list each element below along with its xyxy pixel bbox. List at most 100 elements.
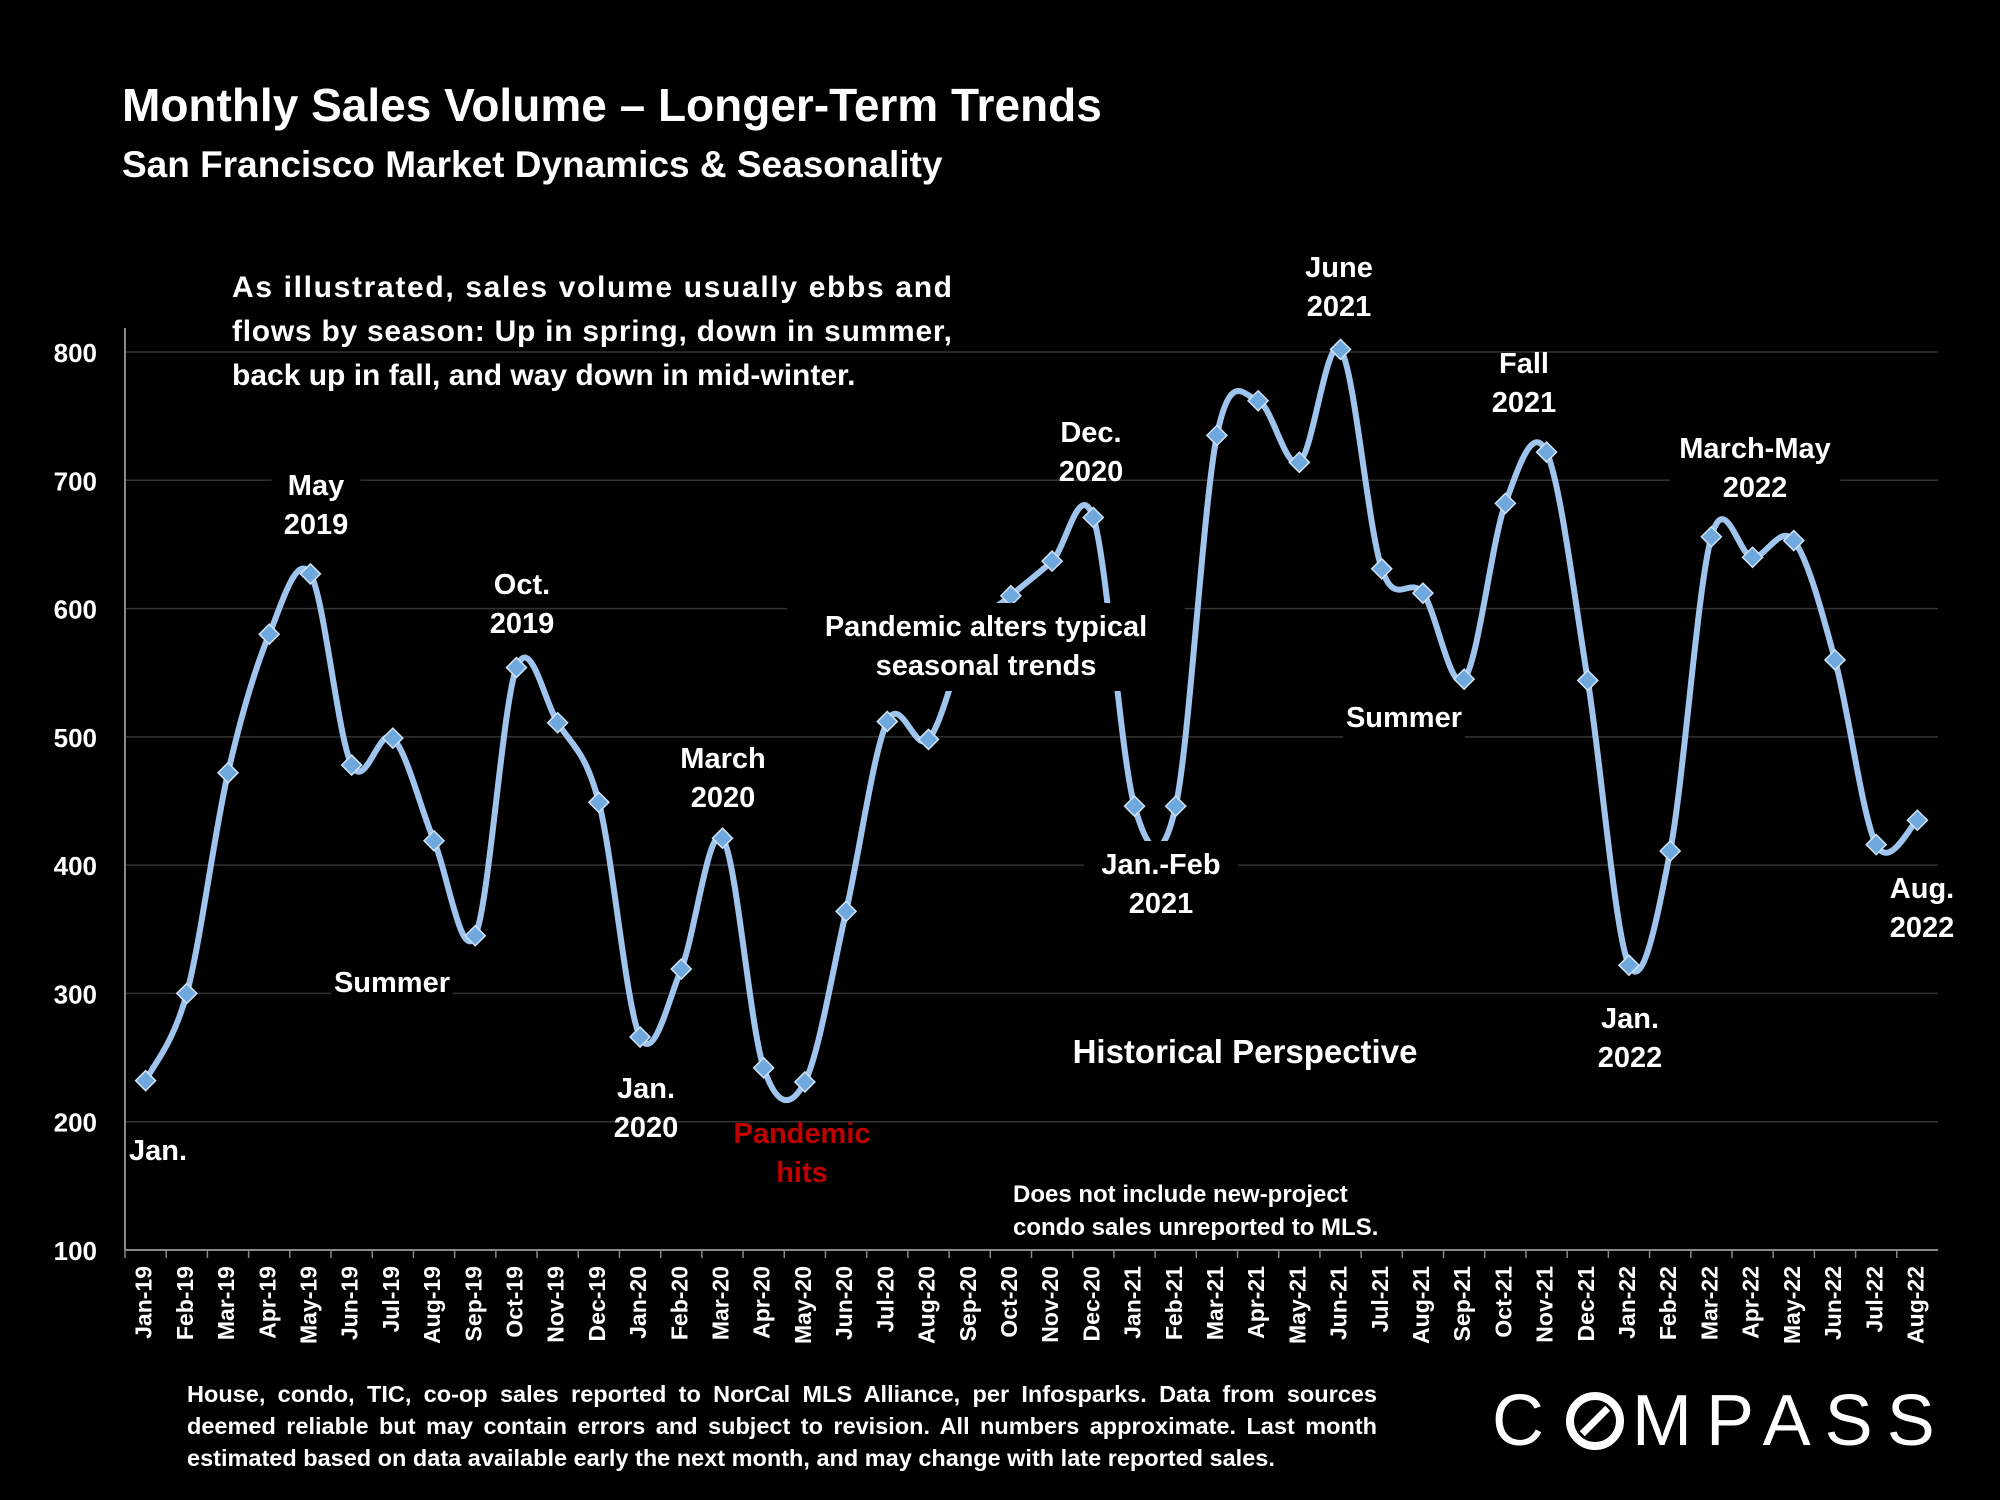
- x-tick-label: Jun-20: [831, 1266, 857, 1340]
- annotation-line: 2021: [1129, 888, 1194, 920]
- annotation-fall-2021: Fall 2021: [1492, 348, 1557, 419]
- x-tick-label: Dec-20: [1078, 1266, 1104, 1341]
- x-tick-label: Apr-19: [254, 1266, 280, 1339]
- annotation-line: Fall: [1499, 348, 1549, 380]
- data-point: [711, 827, 734, 850]
- annotation-jan-2022: Jan. 2022: [1598, 1003, 1663, 1074]
- annotation-background: [787, 603, 1185, 691]
- data-point: [1906, 809, 1929, 832]
- annotation-line: 2020: [691, 782, 756, 814]
- x-tick-label: Apr-21: [1243, 1266, 1269, 1339]
- data-point: [1700, 525, 1723, 548]
- x-tick-label: Jul-20: [872, 1266, 898, 1332]
- annotation-jan-2019: Jan.: [129, 1135, 187, 1167]
- annotation-line: 2019: [490, 608, 555, 640]
- annotation-background: [1343, 694, 1465, 743]
- x-tick-label: Feb-20: [666, 1266, 692, 1340]
- data-point: [175, 982, 198, 1005]
- y-tick-label: 500: [54, 723, 97, 753]
- annotation-line: Jan.-Feb: [1101, 849, 1220, 881]
- x-tick-label: Sep-21: [1449, 1266, 1475, 1342]
- annotation-line: Pandemic: [734, 1118, 871, 1150]
- x-tick-label: Dec-19: [584, 1266, 610, 1341]
- x-tick-label: Sep-20: [955, 1266, 981, 1341]
- data-point: [340, 754, 363, 777]
- chart-title: Monthly Sales Volume – Longer-Term Trend…: [122, 79, 1102, 131]
- y-tick-label: 200: [54, 1108, 97, 1138]
- x-tick-label: Jan-19: [131, 1266, 157, 1339]
- x-tick-label: May-19: [295, 1266, 321, 1344]
- x-tick-label: Feb-21: [1161, 1266, 1187, 1340]
- x-tick-label: Jan-20: [625, 1266, 651, 1339]
- x-tick-label: Aug-22: [1902, 1266, 1928, 1344]
- series-line: [142, 344, 1920, 1103]
- x-tick-label: Aug-21: [1408, 1266, 1434, 1344]
- annotation-line: Aug.: [1890, 873, 1954, 905]
- annotation-line: Pandemic alters typical: [825, 611, 1147, 643]
- data-point: [1741, 546, 1764, 569]
- annotation-jan-feb-2021: Jan.-Feb 2021: [1084, 841, 1238, 929]
- x-tick-label: Jun-19: [337, 1266, 363, 1340]
- data-point: [1576, 669, 1599, 692]
- source-footnote: House, condo, TIC, co-op sales reported …: [187, 1381, 1377, 1471]
- data-point: [835, 900, 858, 923]
- data-point: [1659, 839, 1682, 863]
- data-point: [1164, 795, 1187, 818]
- y-tick-label: 600: [54, 595, 97, 625]
- y-tick-label: 300: [54, 979, 97, 1009]
- data-point: [1205, 424, 1228, 447]
- annotation-june-2021: June 2021: [1305, 252, 1373, 323]
- annotation-line: seasonal trends: [876, 650, 1097, 682]
- data-point: [1535, 441, 1558, 464]
- annotation-seasonality-note: As illustrated, sales volume usually ebb…: [232, 271, 952, 392]
- data-point: [1823, 648, 1847, 671]
- annotation-line: June: [1305, 252, 1373, 284]
- annotation-line: 2019: [284, 509, 349, 541]
- annotation-background: [271, 462, 361, 550]
- annotation-line: 2020: [1059, 456, 1124, 488]
- y-tick-label: 400: [54, 851, 97, 881]
- annotation-line: Does not include new-project: [1013, 1181, 1348, 1208]
- x-tick-label: Sep-19: [460, 1266, 486, 1341]
- x-tick-label: Nov-20: [1037, 1266, 1063, 1343]
- data-point: [587, 791, 610, 814]
- y-tick-label: 800: [54, 338, 97, 368]
- data-point: [793, 1070, 816, 1094]
- annotation-pandemic-alters: Pandemic alters typical seasonal trends: [787, 603, 1185, 691]
- annotation-historical-perspective: Historical Perspective: [1073, 1033, 1418, 1070]
- annotation-summer-2019: Summer: [331, 959, 453, 1008]
- x-tick-label: Jul-21: [1367, 1266, 1393, 1333]
- line-chart: 100 200 300 400 500 600 700 800 Jan-19 Feb-19 Mar-…: [54, 252, 1955, 1344]
- data-point: [505, 656, 528, 679]
- data-point: [1288, 451, 1311, 474]
- annotation-line: May: [288, 470, 344, 502]
- x-tick-label: May-21: [1284, 1266, 1310, 1344]
- data-point: [1123, 795, 1146, 818]
- data-point: [546, 711, 569, 734]
- data-point: [1370, 557, 1393, 580]
- logo-text-end: MPASS: [1632, 1381, 1949, 1461]
- data-point: [258, 623, 281, 646]
- x-tick-label: Nov-21: [1532, 1266, 1558, 1343]
- annotation-line: Historical Perspective: [1073, 1033, 1418, 1070]
- annotation-line: Jan.: [617, 1073, 675, 1105]
- x-tick-label: Mar-19: [213, 1266, 239, 1340]
- data-point: [1082, 506, 1105, 529]
- x-tick-label: Apr-22: [1738, 1266, 1764, 1339]
- x-tick-label: Jul-22: [1861, 1266, 1887, 1332]
- data-point: [1494, 492, 1517, 515]
- annotation-line: Jan.: [1601, 1003, 1659, 1035]
- annotation-pandemic-hits: Pandemic hits: [734, 1118, 871, 1189]
- chart-subtitle: San Francisco Market Dynamics & Seasonal…: [122, 144, 943, 185]
- data-point: [1865, 833, 1888, 856]
- annotation-jan-2020: Jan. 2020: [614, 1073, 679, 1144]
- annotation-may-2019: May 2019: [271, 462, 361, 550]
- data-point: [216, 761, 240, 784]
- x-tick-label: Apr-20: [749, 1266, 775, 1339]
- annotation-line: back up in fall, and way down in mid-win…: [232, 359, 855, 392]
- annotation-summer-2021: Summer: [1343, 694, 1465, 743]
- annotation-background: [1669, 425, 1841, 513]
- x-tick-label: May-20: [790, 1266, 816, 1344]
- compass-logo: C MPASS: [1492, 1380, 1949, 1462]
- x-tick-label: Jul-19: [378, 1266, 404, 1332]
